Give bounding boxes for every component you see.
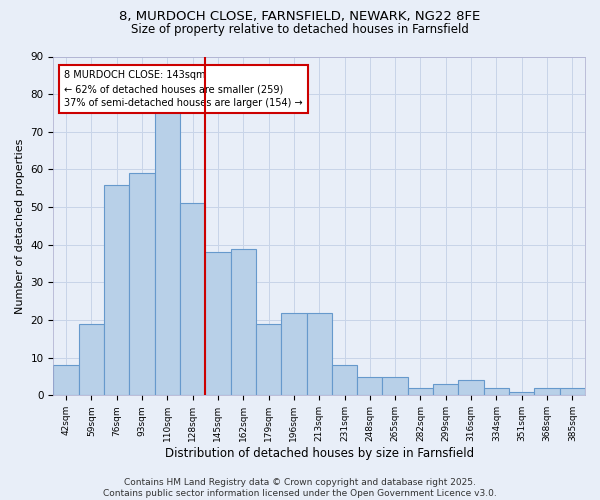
Bar bbox=[332, 365, 357, 396]
Bar bbox=[560, 388, 585, 396]
Bar bbox=[307, 312, 332, 396]
Bar bbox=[433, 384, 458, 396]
Text: Contains HM Land Registry data © Crown copyright and database right 2025.
Contai: Contains HM Land Registry data © Crown c… bbox=[103, 478, 497, 498]
Bar bbox=[205, 252, 230, 396]
Bar bbox=[408, 388, 433, 396]
Text: Size of property relative to detached houses in Farnsfield: Size of property relative to detached ho… bbox=[131, 22, 469, 36]
Bar bbox=[130, 173, 155, 396]
Bar bbox=[382, 376, 408, 396]
Bar bbox=[155, 109, 180, 396]
Bar bbox=[484, 388, 509, 396]
Bar bbox=[256, 324, 281, 396]
Bar bbox=[357, 376, 382, 396]
Bar bbox=[104, 184, 130, 396]
Text: 8, MURDOCH CLOSE, FARNSFIELD, NEWARK, NG22 8FE: 8, MURDOCH CLOSE, FARNSFIELD, NEWARK, NG… bbox=[119, 10, 481, 23]
Bar bbox=[79, 324, 104, 396]
Bar bbox=[180, 204, 205, 396]
Bar bbox=[230, 248, 256, 396]
Bar bbox=[53, 365, 79, 396]
Bar bbox=[535, 388, 560, 396]
Y-axis label: Number of detached properties: Number of detached properties bbox=[15, 138, 25, 314]
Bar bbox=[509, 392, 535, 396]
Bar bbox=[458, 380, 484, 396]
Bar bbox=[281, 312, 307, 396]
X-axis label: Distribution of detached houses by size in Farnsfield: Distribution of detached houses by size … bbox=[164, 447, 474, 460]
Text: 8 MURDOCH CLOSE: 143sqm
← 62% of detached houses are smaller (259)
37% of semi-d: 8 MURDOCH CLOSE: 143sqm ← 62% of detache… bbox=[64, 70, 302, 108]
